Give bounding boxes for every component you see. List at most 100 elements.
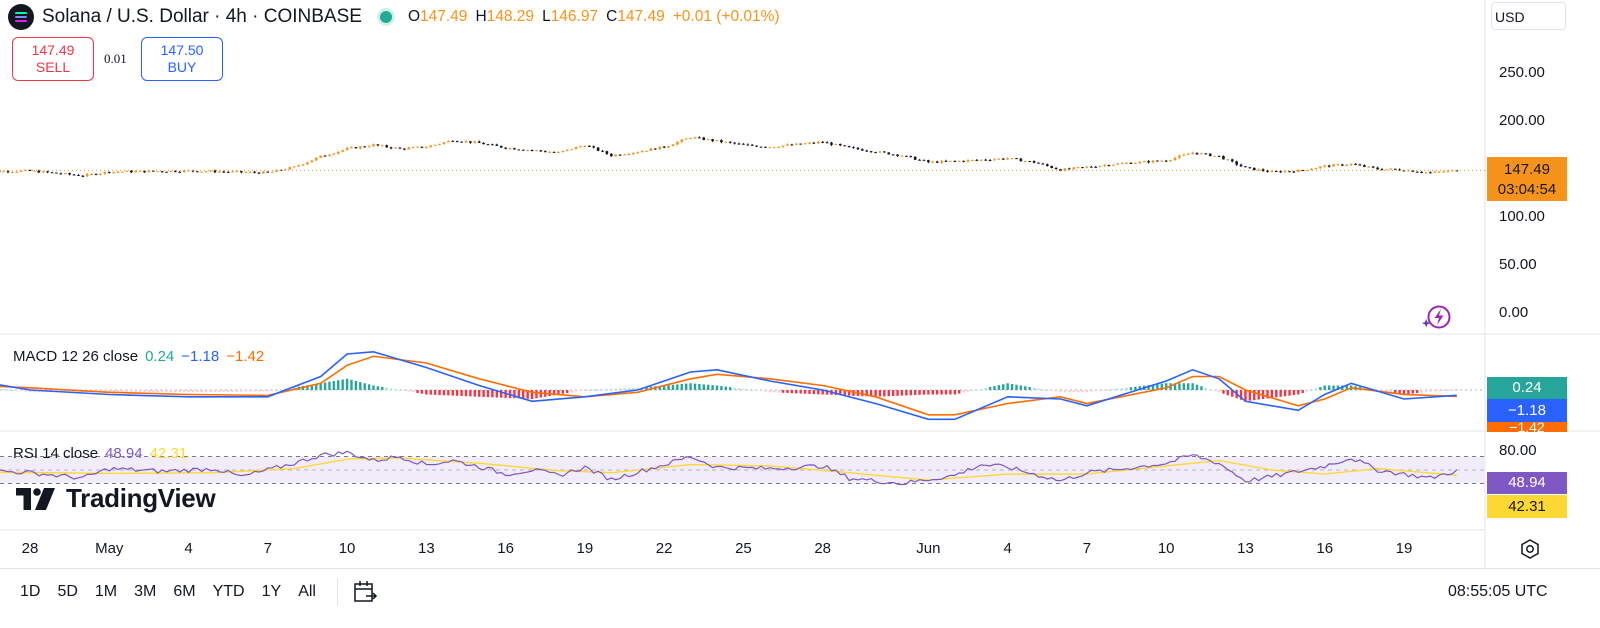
candle-body — [619, 155, 622, 156]
flash-icon[interactable] — [1419, 302, 1455, 332]
macd-histogram-bar — [359, 382, 361, 390]
candle-body — [636, 152, 639, 153]
candle-body — [469, 141, 472, 143]
macd-histogram-bar — [1324, 386, 1326, 391]
candle-body — [350, 147, 353, 148]
calendar-icon[interactable] — [352, 579, 378, 605]
timeframe-6m[interactable]: 6M — [173, 583, 195, 601]
candle-body — [887, 152, 890, 154]
settings-icon[interactable] — [1519, 538, 1541, 560]
last-price: 147.49 — [1487, 160, 1567, 180]
candle-body — [879, 151, 882, 152]
high-label: H — [475, 8, 486, 25]
candle-body — [407, 148, 410, 150]
macd-histogram-bar — [183, 390, 185, 392]
candle-body — [993, 159, 996, 160]
time-tick-label: 7 — [1083, 540, 1091, 557]
macd-histogram-bar — [346, 379, 348, 390]
macd-histogram-bar — [386, 388, 388, 390]
candle-body — [258, 173, 261, 174]
candle-body — [1442, 172, 1445, 173]
candle-body — [253, 172, 256, 173]
close-label: C — [606, 8, 617, 25]
candle-body — [685, 139, 688, 140]
macd-histogram-bar — [901, 390, 903, 396]
macd-histogram-bar — [7, 389, 9, 390]
macd-histogram-bar — [1425, 390, 1427, 392]
macd-histogram-bar — [804, 390, 806, 394]
candle-body — [1328, 165, 1331, 166]
time-tick-label: 13 — [1237, 540, 1254, 557]
timeframe-3m[interactable]: 3M — [134, 583, 156, 601]
rsi-legend[interactable]: RSI 14 close 48.94 42.31 — [13, 445, 187, 462]
candle-body — [29, 170, 32, 171]
macd-histogram-bar — [1121, 388, 1123, 390]
macd-histogram-bar — [932, 390, 934, 395]
macd-histogram-bar — [1209, 389, 1211, 390]
macd-histogram-bar — [566, 390, 568, 393]
macd-histogram-bar — [231, 390, 233, 392]
macd-histogram-bar — [535, 390, 537, 398]
macd-histogram-bar — [341, 380, 343, 391]
macd-histogram-bar — [786, 390, 788, 393]
candle-body — [1372, 166, 1375, 167]
macd-histogram-bar — [192, 390, 194, 392]
timeframe-1m[interactable]: 1M — [95, 583, 117, 601]
candle-body — [751, 145, 754, 146]
utc-clock[interactable]: 08:55:05 UTC — [1448, 583, 1548, 601]
candle-body — [1231, 159, 1234, 161]
macd-histogram-bar — [672, 385, 674, 390]
macd-legend[interactable]: MACD 12 26 close 0.24 −1.18 −1.42 — [13, 348, 264, 365]
candle-body — [86, 174, 89, 176]
macd-histogram-bar — [381, 387, 383, 390]
candle-body — [892, 154, 895, 155]
candle-body — [1213, 156, 1216, 157]
candle-body — [579, 146, 582, 147]
candle-body — [852, 147, 855, 148]
candle-body — [513, 148, 516, 149]
candle-body — [918, 160, 921, 161]
candle-body — [720, 140, 723, 142]
macd-histogram-bar — [1407, 390, 1409, 394]
macd-histogram-bar — [667, 385, 669, 390]
macd-histogram-bar — [1086, 390, 1088, 392]
candle-body — [55, 173, 58, 174]
candle-body — [601, 151, 604, 152]
timeframe-1d[interactable]: 1D — [20, 583, 40, 601]
candle-body — [896, 154, 899, 155]
timeframe-1y[interactable]: 1Y — [262, 583, 282, 601]
candle-body — [839, 144, 842, 145]
candle-body — [1112, 165, 1115, 166]
candle-body — [121, 172, 124, 173]
macd-histogram-bar — [681, 384, 683, 390]
price-tick-label: 200.00 — [1499, 112, 1545, 129]
candle-body — [64, 173, 67, 174]
macd-histogram-bar — [1108, 390, 1110, 391]
candle-body — [200, 172, 203, 173]
timeframe-ytd[interactable]: YTD — [213, 583, 245, 601]
candle-body — [874, 152, 877, 153]
candle-body — [1323, 165, 1326, 166]
macd-histogram-bar — [769, 390, 771, 392]
timeframe-all[interactable]: All — [298, 583, 316, 601]
macd-histogram-bar — [1002, 384, 1004, 390]
market-open-dot-icon[interactable] — [380, 11, 392, 23]
candle-body — [698, 137, 701, 138]
rsi-value: 48.94 — [105, 445, 143, 462]
macd-histogram-bar — [258, 390, 260, 391]
macd-histogram-bar — [817, 390, 819, 394]
buy-button[interactable]: 147.50 BUY — [141, 37, 223, 81]
candle-body — [1244, 166, 1247, 167]
currency-selector[interactable]: USD — [1491, 2, 1566, 30]
timeframe-5d[interactable]: 5D — [57, 583, 77, 601]
candle-body — [962, 161, 965, 162]
candle-body — [68, 173, 71, 174]
candle-body — [1319, 167, 1322, 169]
symbol-title[interactable]: Solana / U.S. Dollar · 4h · COINBASE — [42, 6, 362, 28]
sell-button[interactable]: 147.49 SELL — [12, 37, 94, 81]
candle-body — [1438, 172, 1441, 173]
macd-histogram-bar — [421, 390, 423, 394]
candle-body — [117, 172, 120, 173]
candle-body — [989, 160, 992, 161]
